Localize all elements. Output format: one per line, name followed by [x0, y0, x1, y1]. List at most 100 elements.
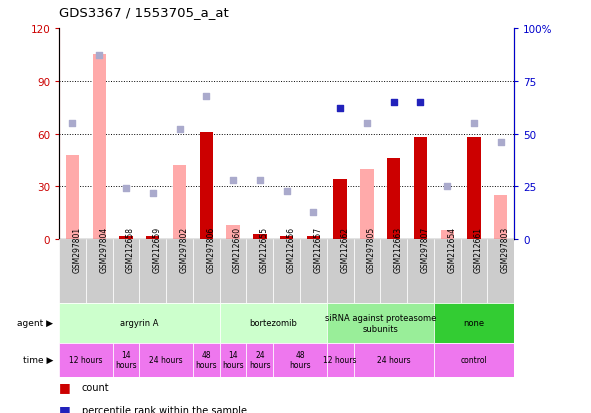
Bar [273, 343, 327, 377]
Bar [273, 240, 300, 304]
Bar [59, 343, 113, 377]
Text: GSM212661: GSM212661 [474, 226, 483, 272]
Point [202, 93, 211, 100]
Text: GSM297804: GSM297804 [99, 226, 108, 272]
Bar [488, 240, 514, 304]
Bar [139, 240, 166, 304]
Point [282, 188, 291, 195]
Bar [460, 240, 488, 304]
Point [362, 121, 372, 127]
Text: GSM212657: GSM212657 [313, 226, 323, 272]
Text: 14
hours: 14 hours [222, 350, 244, 369]
Text: GSM212662: GSM212662 [340, 226, 349, 272]
Point [496, 139, 505, 146]
Bar [353, 343, 434, 377]
Point [443, 183, 452, 190]
Point [309, 209, 318, 216]
Bar [119, 236, 133, 240]
Bar [494, 196, 508, 240]
Bar [440, 231, 454, 240]
Bar [361, 169, 374, 240]
Bar [166, 240, 193, 304]
Point [95, 53, 104, 59]
Bar [86, 240, 113, 304]
Text: GSM212656: GSM212656 [287, 226, 296, 272]
Bar [307, 236, 320, 240]
Text: GSM212654: GSM212654 [447, 226, 456, 272]
Bar [434, 304, 514, 343]
Text: 24 hours: 24 hours [150, 355, 183, 364]
Text: ■: ■ [59, 380, 71, 394]
Bar [193, 240, 220, 304]
Bar [139, 343, 193, 377]
Point [255, 177, 265, 184]
Text: GSM297802: GSM297802 [180, 226, 189, 272]
Bar [59, 240, 86, 304]
Point [415, 99, 425, 106]
Bar [333, 180, 347, 240]
Bar [387, 159, 400, 240]
Bar [253, 234, 267, 240]
Text: GSM212655: GSM212655 [260, 226, 269, 272]
Bar [146, 236, 160, 240]
Text: GSM297807: GSM297807 [420, 226, 430, 272]
Bar [59, 304, 220, 343]
Point [336, 106, 345, 112]
Bar [173, 166, 186, 240]
Bar [93, 55, 106, 240]
Bar [200, 133, 213, 240]
Bar [113, 240, 139, 304]
Text: GSM297806: GSM297806 [206, 226, 215, 272]
Bar [113, 343, 139, 377]
Point [148, 190, 158, 197]
Text: 48
hours: 48 hours [289, 350, 311, 369]
Bar [66, 155, 79, 240]
Text: 12 hours: 12 hours [69, 355, 103, 364]
Bar [327, 240, 353, 304]
Text: bortezomib: bortezomib [249, 319, 297, 328]
Text: GSM212663: GSM212663 [394, 226, 402, 272]
Text: 24
hours: 24 hours [249, 350, 271, 369]
Text: argyrin A: argyrin A [120, 319, 158, 328]
Bar [220, 343, 246, 377]
Text: 24 hours: 24 hours [377, 355, 411, 364]
Point [121, 186, 131, 192]
Text: GSM212660: GSM212660 [233, 226, 242, 272]
Text: control: control [460, 355, 488, 364]
Bar [353, 240, 381, 304]
Bar [327, 304, 434, 343]
Bar [407, 240, 434, 304]
Text: time ▶: time ▶ [23, 355, 53, 364]
Text: GSM212658: GSM212658 [126, 226, 135, 272]
Bar [226, 225, 240, 240]
Text: siRNA against proteasome
subunits: siRNA against proteasome subunits [324, 313, 436, 333]
Text: none: none [463, 319, 485, 328]
Text: agent ▶: agent ▶ [17, 319, 53, 328]
Bar [246, 240, 273, 304]
Bar [467, 138, 480, 240]
Point [469, 121, 479, 127]
Point [389, 99, 398, 106]
Bar [220, 240, 246, 304]
Point [68, 121, 77, 127]
Bar [280, 236, 293, 240]
Bar [220, 304, 327, 343]
Bar [434, 343, 514, 377]
Bar [381, 240, 407, 304]
Text: count: count [82, 382, 109, 392]
Bar [414, 138, 427, 240]
Text: GSM297801: GSM297801 [73, 226, 82, 272]
Text: 14
hours: 14 hours [115, 350, 137, 369]
Bar [327, 343, 353, 377]
Point [175, 127, 184, 133]
Point [228, 177, 238, 184]
Text: GSM212659: GSM212659 [153, 226, 162, 272]
Text: percentile rank within the sample: percentile rank within the sample [82, 405, 246, 413]
Bar [193, 343, 220, 377]
Text: 48
hours: 48 hours [196, 350, 217, 369]
Bar [246, 343, 273, 377]
Bar [434, 240, 460, 304]
Text: 12 hours: 12 hours [323, 355, 357, 364]
Text: ■: ■ [59, 403, 71, 413]
Text: GSM297803: GSM297803 [501, 226, 510, 272]
